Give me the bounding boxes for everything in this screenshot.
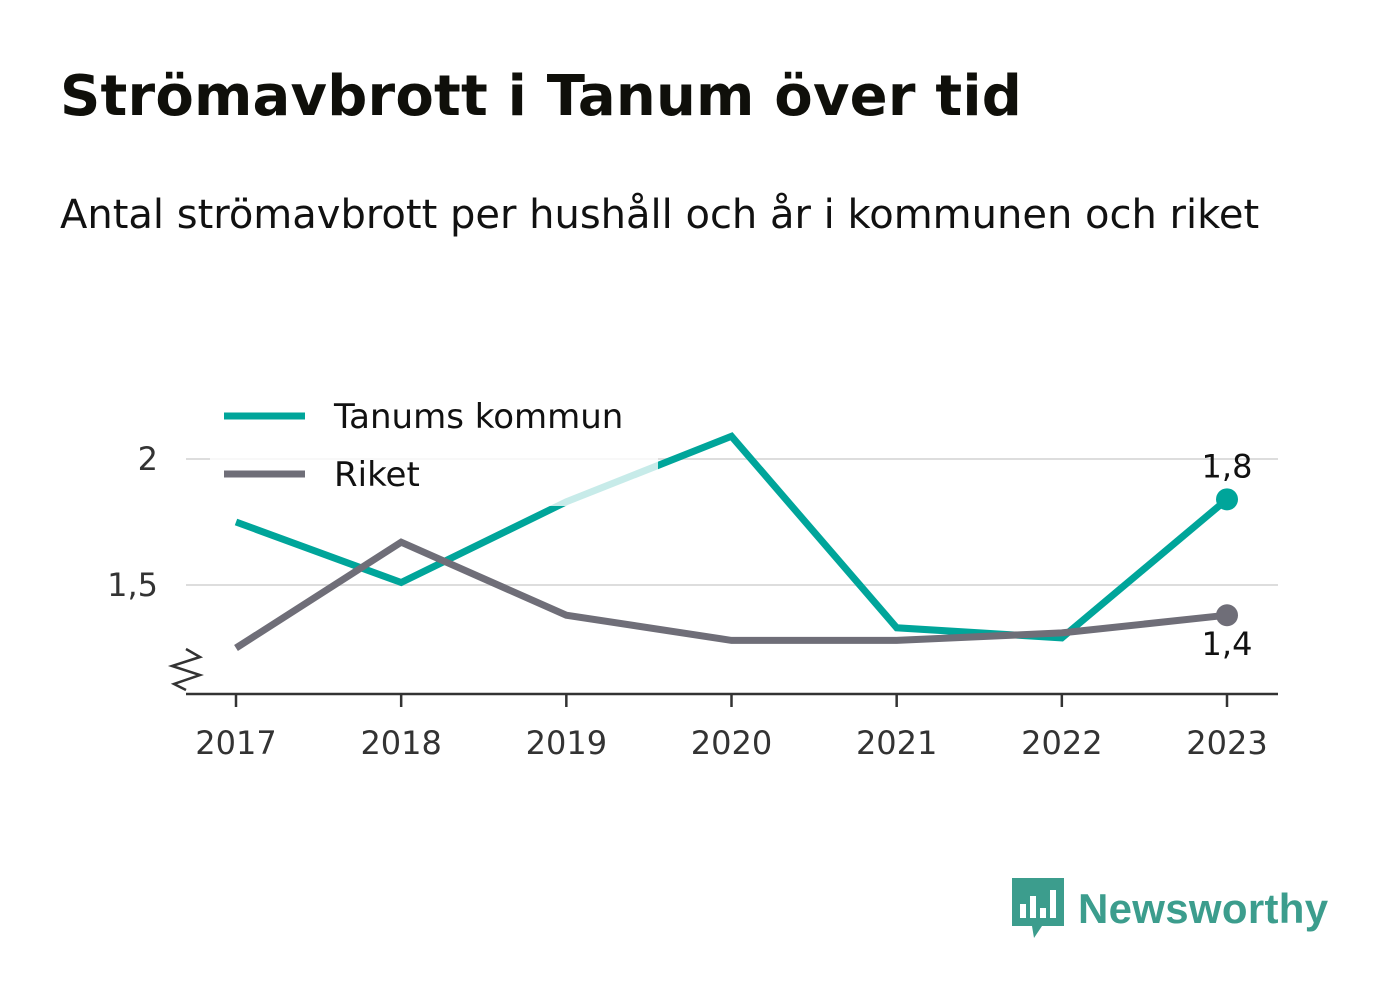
end-labels: 1,8 1,4 <box>1202 447 1253 663</box>
series-line-1 <box>234 538 1228 651</box>
x-tick-label: 2023 <box>1186 724 1267 762</box>
legend-label-0: Tanums kommun <box>333 397 623 437</box>
y-tick-label: 2 <box>138 440 158 478</box>
series-line-0 <box>234 432 1230 642</box>
chart-subtitle: Antal strömavbrott per hushåll och år i … <box>60 192 1260 238</box>
legend-label-1: Riket <box>334 455 420 495</box>
end-value-label-1: 1,4 <box>1202 625 1253 663</box>
y-tick-label: 1,5 <box>107 566 158 604</box>
chart-title: Strömavbrott i Tanum över tid <box>60 64 1023 129</box>
end-point-0 <box>1216 488 1238 511</box>
series-lines <box>234 432 1230 651</box>
x-tick-label: 2021 <box>856 724 937 762</box>
x-tick-label: 2018 <box>360 724 441 762</box>
newsworthy-logo: Newsworthy <box>1012 878 1328 940</box>
x-axis: 2017 2018 2019 2020 2021 2022 2023 <box>167 647 1278 762</box>
x-tick-label: 2017 <box>195 724 276 762</box>
legend-backdrop <box>210 388 658 506</box>
x-tick-label: 2022 <box>1021 724 1102 762</box>
bar-chart-speech-icon <box>1012 878 1064 938</box>
legend: Tanums kommun Riket <box>210 388 658 506</box>
logo-text: Newsworthy <box>1078 885 1329 932</box>
end-value-label-0: 1,8 <box>1202 447 1253 485</box>
x-tick-label: 2020 <box>691 724 772 762</box>
end-point-1 <box>1216 604 1238 627</box>
x-tick-label: 2019 <box>526 724 607 762</box>
axis-break-icon <box>167 647 204 692</box>
